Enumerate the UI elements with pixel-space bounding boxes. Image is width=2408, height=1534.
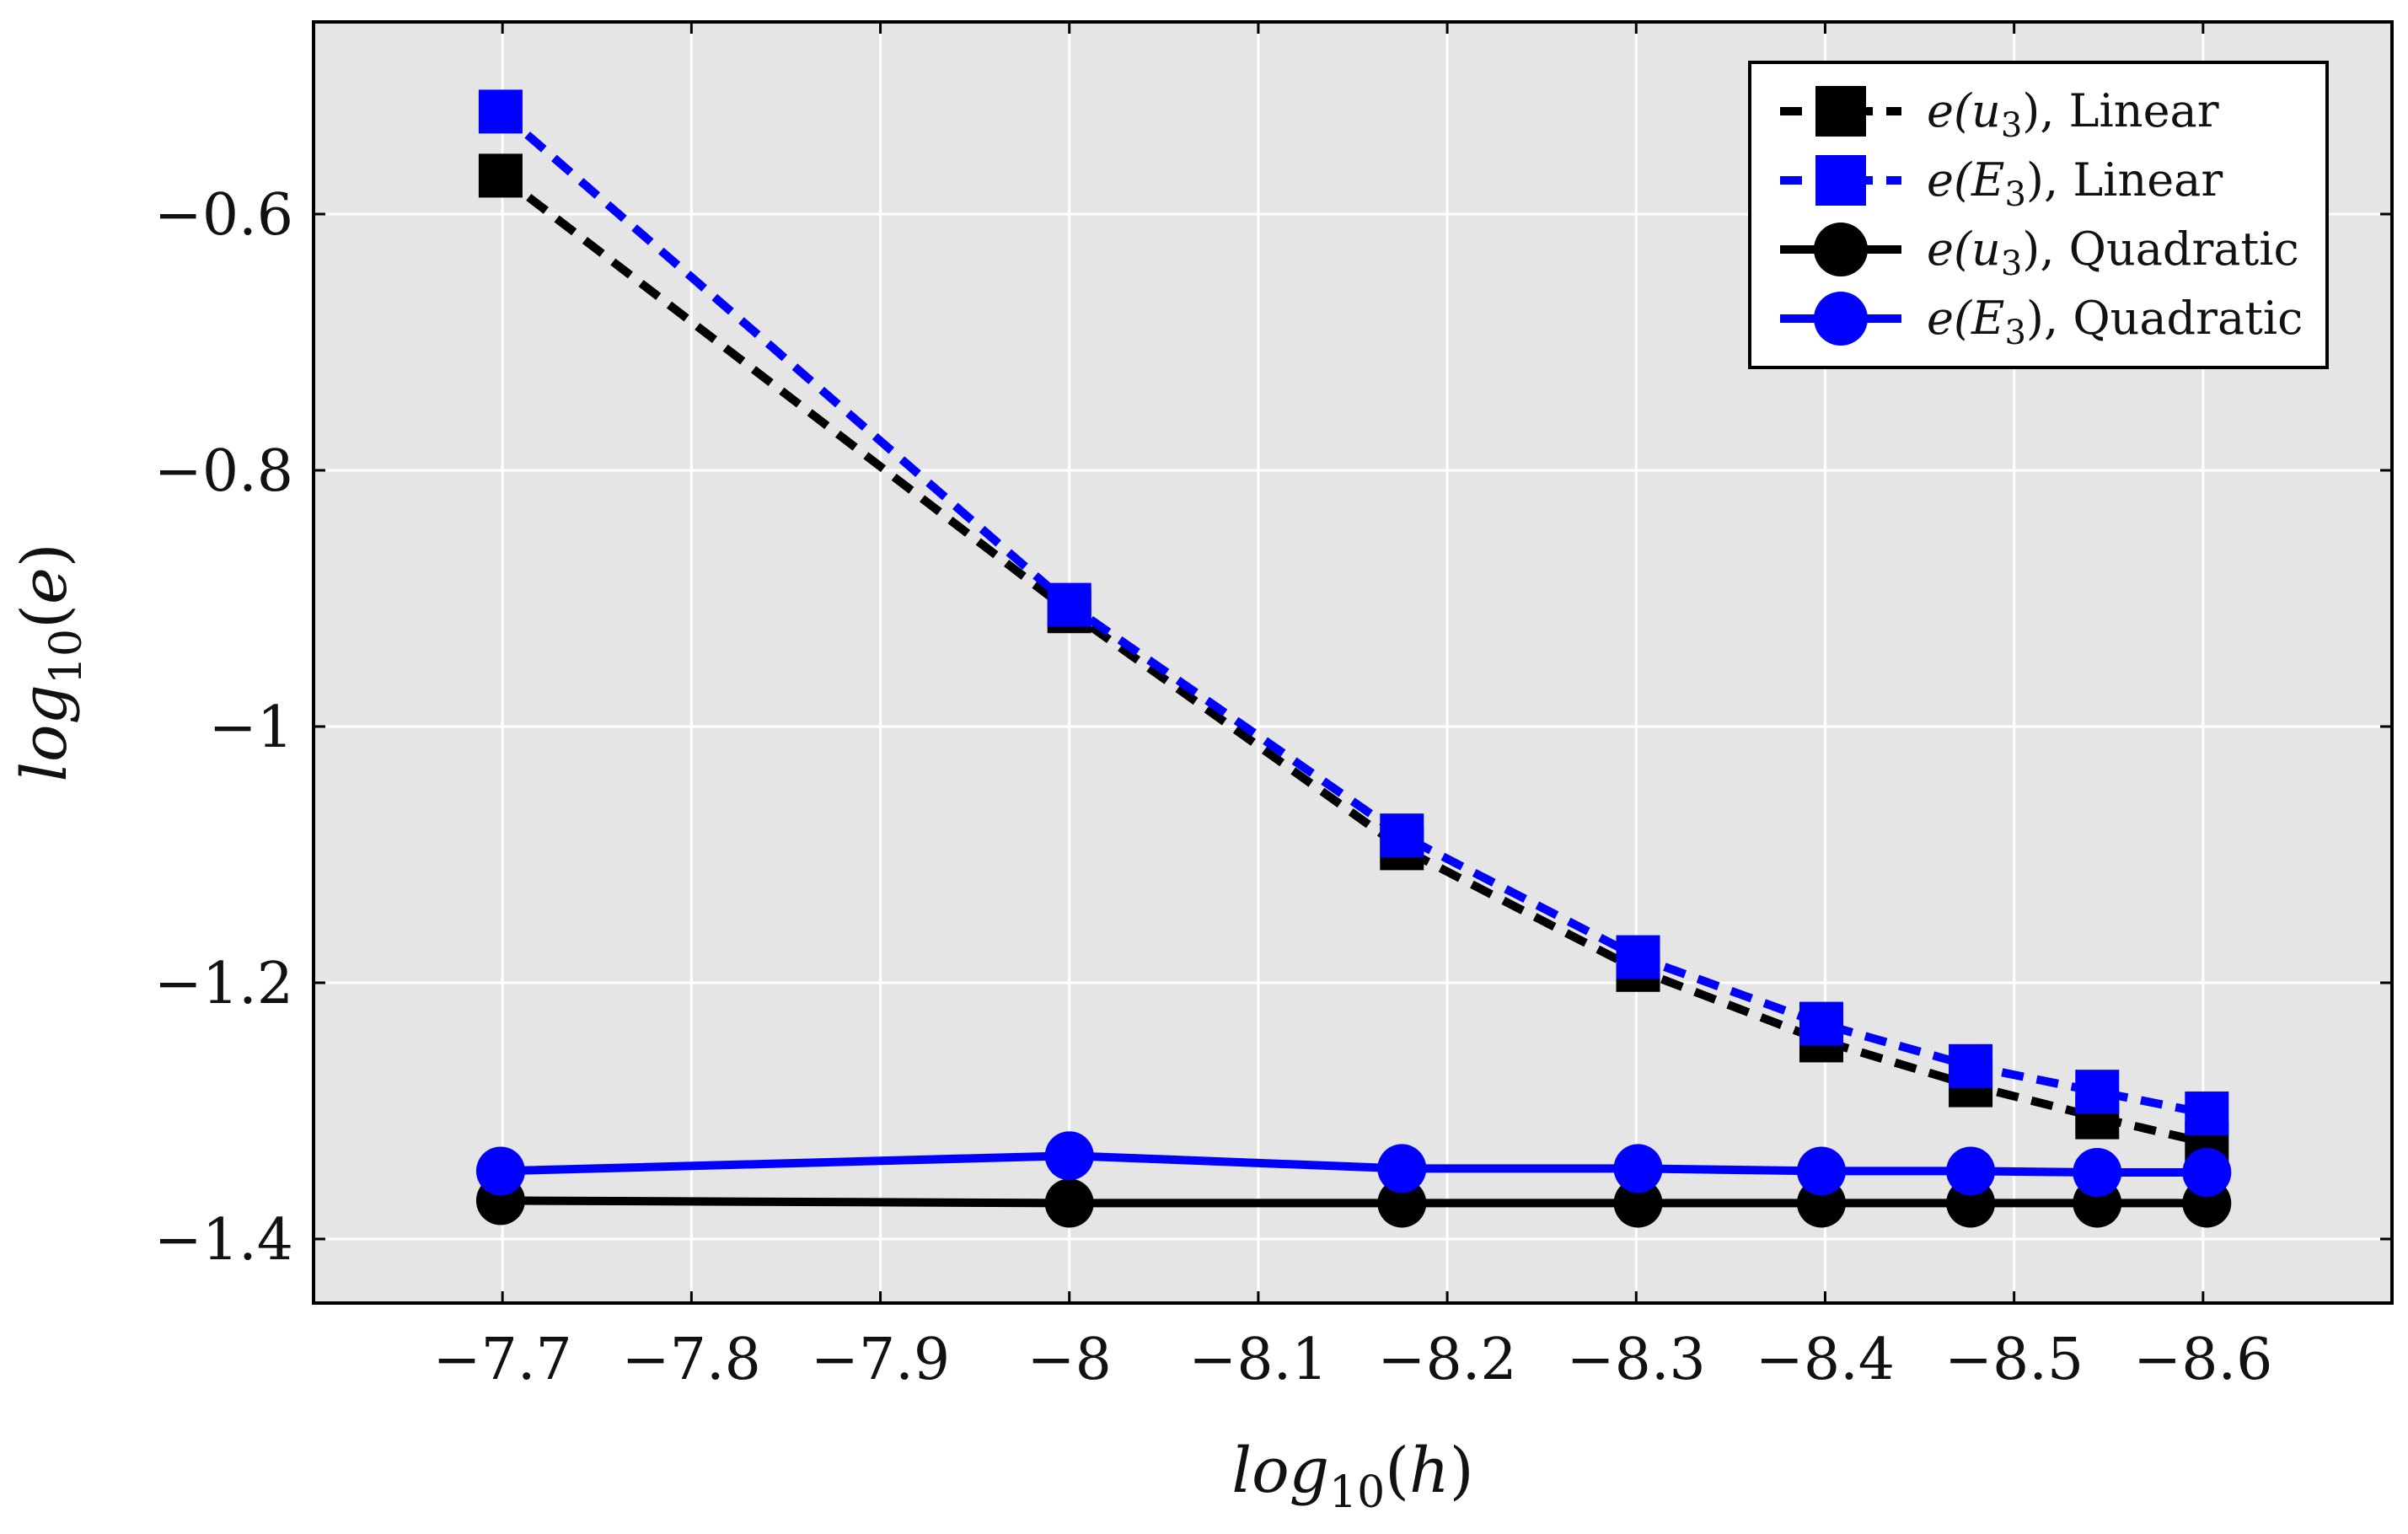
x-tick-label: −8.1 xyxy=(1188,1327,1327,1393)
data-point-circle xyxy=(1377,1144,1427,1193)
x-tick-label: −7.9 xyxy=(811,1327,950,1393)
x-tick-label: −8.5 xyxy=(1944,1327,2084,1393)
legend-label: e(E3), Linear xyxy=(1927,153,2223,214)
legend-item: e(u3), Linear xyxy=(1780,84,2219,145)
tick-layer: −7.7 −7.8 −7.9 −8 −8.1 −8.2 −8.3 −8.4 −8.5 −8.6 −0… xyxy=(154,22,2392,1393)
plot-frame xyxy=(312,20,2394,1305)
legend-item: e(u3), Quadratic xyxy=(1780,223,2299,283)
data-point-square xyxy=(1616,935,1660,979)
data-point-square xyxy=(478,153,523,198)
x-tick-label: −7.7 xyxy=(433,1327,572,1393)
legend-marker-square xyxy=(1815,155,1866,206)
y-tick-label: −0.8 xyxy=(154,438,293,505)
data-point-circle xyxy=(475,1146,525,1196)
data-point-circle xyxy=(1613,1144,1663,1193)
series-2 xyxy=(478,89,2229,1136)
data-point-circle xyxy=(1044,1131,1094,1181)
y-tick-label: −1.4 xyxy=(154,1207,293,1274)
legend-label: e(u3), Linear xyxy=(1927,84,2219,145)
data-point-square xyxy=(2075,1070,2120,1114)
y-tick-label: −1.2 xyxy=(154,951,293,1017)
legend-item: e(E3), Quadratic xyxy=(1780,292,2303,352)
series-layer xyxy=(475,89,2232,1228)
data-point-square xyxy=(1949,1043,1993,1088)
data-point-circle xyxy=(1377,1178,1427,1228)
data-point-circle xyxy=(1796,1146,1846,1196)
legend-label: e(u3), Quadratic xyxy=(1927,223,2299,283)
legend-marker-circle xyxy=(1814,223,1868,276)
legend: e(u3), Linear e(E3), Linear e(u3), Quadrat… xyxy=(1748,61,2329,369)
x-tick-label: −8 xyxy=(1027,1327,1112,1393)
data-point-square xyxy=(478,89,523,134)
y-tick-label: −1 xyxy=(209,695,293,761)
series-4 xyxy=(475,1131,2232,1197)
data-point-square xyxy=(1799,1001,1843,1046)
x-tick-label: −8.2 xyxy=(1378,1327,1517,1393)
legend-marker-circle xyxy=(1814,292,1868,346)
x-tick-label: −8.3 xyxy=(1567,1327,1706,1393)
legend-label: e(E3), Quadratic xyxy=(1927,292,2303,352)
data-point-circle xyxy=(2073,1147,2122,1197)
data-point-circle xyxy=(1613,1178,1663,1228)
data-point-circle xyxy=(1946,1146,1996,1196)
legend-marker-square xyxy=(1815,86,1866,137)
data-point-square xyxy=(1380,813,1424,858)
y-tick-label: −0.6 xyxy=(154,182,293,249)
data-point-circle xyxy=(2182,1147,2232,1197)
data-point-square xyxy=(2185,1092,2229,1136)
x-tick-label: −8.6 xyxy=(2133,1327,2272,1393)
y-axis-label: log10(e) xyxy=(8,543,92,781)
data-point-circle xyxy=(1044,1178,1094,1228)
data-point-square xyxy=(1047,582,1091,627)
x-tick-label: −7.8 xyxy=(622,1327,761,1393)
x-tick-label: −8.4 xyxy=(1756,1327,1895,1393)
x-axis-label: log10(h) xyxy=(1231,1435,1473,1518)
legend-item: e(E3), Linear xyxy=(1780,153,2223,214)
